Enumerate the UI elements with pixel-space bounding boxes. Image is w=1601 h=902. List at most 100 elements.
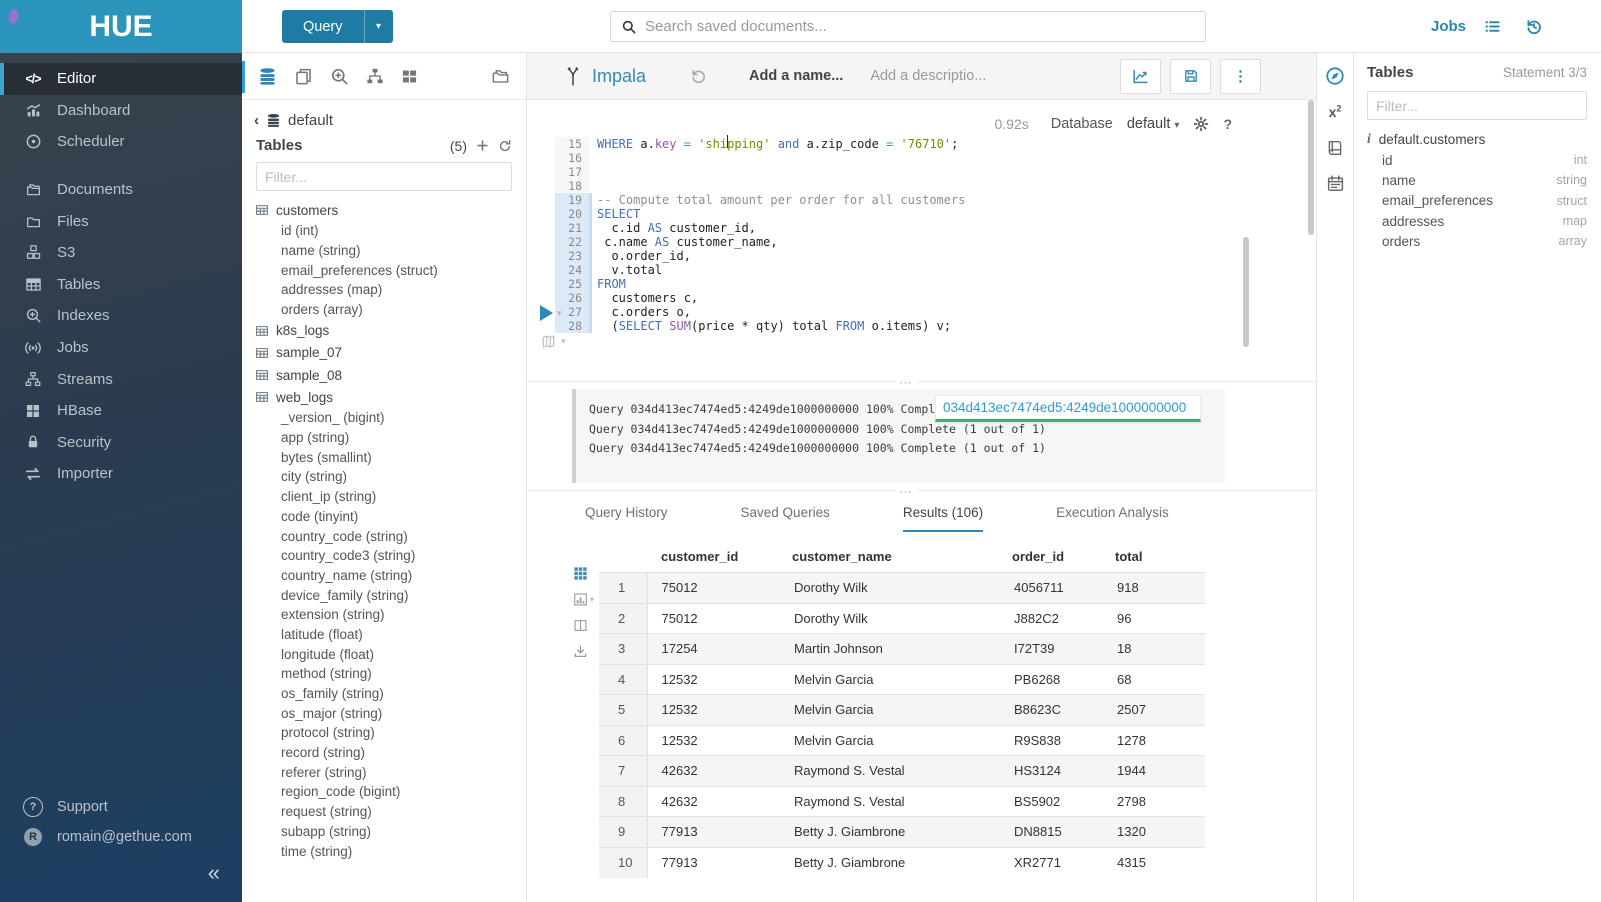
run-query-button[interactable]: ▾	[540, 305, 566, 321]
save-button[interactable]	[1170, 59, 1211, 94]
sidebar-item-s3[interactable]: S3	[0, 237, 242, 269]
sidebar-item-dashboard[interactable]: Dashboard	[0, 95, 242, 127]
column-name[interactable]: addresses	[1382, 214, 1444, 229]
log-result-splitter[interactable]: ⋯	[527, 490, 1316, 491]
right-panel-filter-input[interactable]	[1367, 91, 1587, 120]
sidebar-item-support[interactable]: ? Support	[0, 792, 242, 822]
table-name[interactable]: k8s_logs	[276, 323, 329, 338]
column-header-total[interactable]: total	[1115, 543, 1205, 573]
table-row[interactable]: 612532Melvin GarciaR9S8381278	[599, 725, 1205, 756]
assist-table-sample_07[interactable]: sample_07	[255, 342, 526, 364]
book-icon[interactable]	[1326, 139, 1344, 157]
code-line-16[interactable]: 16	[527, 151, 1247, 165]
run-options-caret[interactable]: ▾	[557, 308, 562, 319]
code-line-23[interactable]: 23 o.order_id,	[527, 249, 1247, 263]
jobs-link[interactable]: Jobs	[1431, 18, 1466, 35]
column-name[interactable]: orders	[1382, 234, 1420, 249]
column-header-customer_id[interactable]: customer_id	[647, 543, 792, 573]
database-icon[interactable]	[258, 67, 277, 86]
assist-column[interactable]: subapp (string)	[255, 822, 526, 842]
right-panel-table-item[interactable]: i default.customers	[1367, 128, 1587, 150]
assist-table-customers[interactable]: customers	[255, 199, 526, 221]
explain-button[interactable]: ▾	[540, 334, 566, 349]
code-line-21[interactable]: 21 c.id AS customer_id,	[527, 221, 1247, 235]
assist-column[interactable]: url (string)	[255, 861, 526, 865]
database-select[interactable]: default ▾	[1127, 116, 1180, 132]
code-line-17[interactable]: 17	[527, 165, 1247, 179]
settings-gear-icon[interactable]	[1193, 116, 1209, 132]
assist-column[interactable]: record (string)	[255, 743, 526, 763]
more-actions-button[interactable]: ⋮	[1220, 59, 1261, 94]
table-row[interactable]: 275012Dorothy WilkJ882C296	[599, 603, 1205, 634]
right-panel-column-id[interactable]: id int	[1367, 150, 1587, 170]
query-dropdown-caret[interactable]: ▾	[364, 10, 393, 43]
snippet-name-field[interactable]: Add a name...	[749, 68, 843, 84]
assist-column[interactable]: protocol (string)	[255, 723, 526, 743]
assist-column[interactable]: addresses (map)	[255, 280, 526, 300]
editor-scrollbar[interactable]	[1243, 237, 1249, 347]
help-icon[interactable]: ?	[1223, 116, 1232, 132]
right-panel-column-email_preferences[interactable]: email_preferences struct	[1367, 191, 1587, 211]
calendar-icon[interactable]	[1326, 174, 1345, 193]
assist-column[interactable]: client_ip (string)	[255, 487, 526, 507]
table-row[interactable]: 412532Melvin GarciaPB626868	[599, 664, 1205, 695]
code-line-27[interactable]: 27 c.orders o,	[527, 305, 1247, 319]
table-name[interactable]: sample_07	[276, 345, 342, 360]
assist-column[interactable]: code (tinyint)	[255, 507, 526, 527]
sidebar-item-files[interactable]: Files	[0, 205, 242, 237]
engine-name[interactable]: Impala	[592, 66, 646, 87]
sidebar-item-streams[interactable]: Streams	[0, 363, 242, 395]
sidebar-item-documents[interactable]: Documents	[0, 174, 242, 206]
assist-column[interactable]: device_family (string)	[255, 586, 526, 606]
tab-saved-queries[interactable]: Saved Queries	[741, 505, 830, 532]
assist-column[interactable]: os_family (string)	[255, 684, 526, 704]
sidebar-item-editor[interactable]: </> Editor	[0, 63, 242, 95]
assist-column[interactable]: bytes (smallint)	[255, 448, 526, 468]
assist-table-web_logs[interactable]: web_logs	[255, 386, 526, 408]
sidebar-collapse-button[interactable]: «	[208, 860, 220, 886]
info-icon[interactable]: i	[1367, 131, 1371, 147]
search-input[interactable]	[645, 18, 1195, 35]
sidebar-item-jobs[interactable]: Jobs	[0, 332, 242, 364]
sidebar-item-tables[interactable]: Tables	[0, 269, 242, 301]
tab-results-106-[interactable]: Results (106)	[903, 505, 983, 532]
job-queue-icon[interactable]	[1483, 18, 1502, 35]
code-line-20[interactable]: 20SELECT	[527, 207, 1247, 221]
breadcrumb-database-name[interactable]: default	[288, 112, 333, 129]
assist-filter-input[interactable]	[256, 162, 512, 191]
table-name[interactable]: sample_08	[276, 368, 342, 383]
history-icon[interactable]	[1525, 18, 1543, 36]
page-scrollbar[interactable]	[1308, 100, 1314, 235]
column-name[interactable]: name	[1382, 173, 1416, 188]
apps-icon[interactable]	[401, 68, 418, 85]
right-panel-table-name[interactable]: default.customers	[1379, 132, 1486, 147]
table-row[interactable]: 1077913Betty J. GiambroneXR27714315	[599, 847, 1205, 878]
assist-column[interactable]: _version_ (bigint)	[255, 408, 526, 428]
global-search[interactable]	[610, 11, 1206, 42]
sitemap-icon[interactable]	[366, 67, 384, 85]
table-row[interactable]: 977913Betty J. GiambroneDN88151320	[599, 817, 1205, 848]
code-line-19[interactable]: 19-- Compute total amount per order for …	[527, 193, 1247, 207]
assist-column[interactable]: city (string)	[255, 467, 526, 487]
query-id-tooltip[interactable]: 034d413ec7474ed5:4249de1000000000	[935, 395, 1201, 422]
tab-execution-analysis[interactable]: Execution Analysis	[1056, 505, 1169, 532]
code-line-26[interactable]: 26 customers c,	[527, 291, 1247, 305]
column-name[interactable]: email_preferences	[1382, 193, 1493, 208]
assist-column[interactable]: app (string)	[255, 428, 526, 448]
refresh-icon[interactable]	[498, 139, 512, 153]
right-panel-column-orders[interactable]: orders array	[1367, 231, 1587, 251]
folder-docs-icon[interactable]	[491, 67, 510, 86]
code-line-24[interactable]: 24 v.total	[527, 263, 1247, 277]
chart-view-icon[interactable]: ▾	[573, 592, 594, 607]
code-line-18[interactable]: 18	[527, 179, 1247, 193]
sidebar-item-user[interactable]: R romain@gethue.com	[0, 822, 242, 852]
table-row[interactable]: 317254Martin JohnsonI72T3918	[599, 634, 1205, 665]
hue-logo[interactable]: HUE	[0, 0, 242, 53]
assist-column[interactable]: country_code (string)	[255, 527, 526, 547]
zoom-in-icon[interactable]	[330, 67, 349, 86]
assist-column[interactable]: extension (string)	[255, 605, 526, 625]
table-row[interactable]: 842632Raymond S. VestalBS59022798	[599, 786, 1205, 817]
assist-column[interactable]: country_code3 (string)	[255, 546, 526, 566]
right-panel-column-name[interactable]: name string	[1367, 170, 1587, 190]
back-chevron-icon[interactable]: ‹	[254, 112, 259, 129]
